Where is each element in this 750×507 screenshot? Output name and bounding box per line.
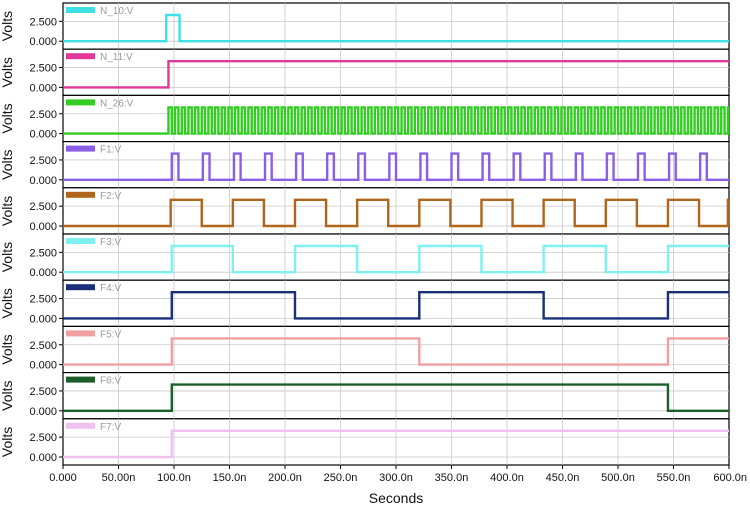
signal-trace: [63, 383, 729, 412]
legend-swatch: [66, 330, 95, 337]
y-tick-label: 0.000: [29, 129, 57, 141]
x-tick-label: 250.0n: [324, 472, 358, 484]
x-tick-label: 600.0n: [713, 472, 747, 484]
x-tick-label: 400.0n: [490, 472, 524, 484]
x-tick-label: 450.0n: [546, 472, 580, 484]
panel-8: 0.000 2.500 Volts F6:V: [0, 372, 730, 420]
legend-label: F7:V: [100, 422, 121, 433]
y-tick-label: 0.000: [29, 267, 57, 279]
legend-label: N_11:V: [100, 52, 133, 63]
y-tick-label: 2.500: [29, 63, 57, 75]
legend-label: F3:V: [100, 237, 121, 248]
y-tick-label: 2.500: [29, 386, 57, 398]
signal-trace: [63, 244, 729, 274]
x-tick-label: 550.0n: [657, 472, 691, 484]
y-axis-label: Volts: [0, 196, 15, 226]
signal-trace: [63, 429, 729, 459]
legend-swatch: [66, 145, 95, 152]
panel-9: 0.000 2.500 Volts F7:V: [0, 418, 730, 466]
legend-swatch: [66, 376, 95, 383]
y-tick-label: 0.000: [29, 360, 57, 372]
signal-trace: [63, 198, 730, 228]
legend-swatch: [66, 238, 95, 244]
y-tick-label: 0.000: [29, 221, 57, 233]
y-axis-label: Volts: [0, 150, 15, 180]
panel-2: 0.000 2.500 Volts N_26:V: [0, 94, 730, 143]
signal-trace: [63, 60, 729, 89]
y-tick-label: 2.500: [29, 432, 57, 444]
y-tick-label: 2.500: [29, 340, 57, 352]
y-tick-label: 2.500: [29, 247, 57, 259]
x-tick-label: 50.00n: [102, 472, 136, 484]
panel-0: 0.000 2.500 Volts N_10:V: [0, 2, 730, 50]
y-axis-label: Volts: [0, 381, 15, 411]
legend-label: F4:V: [100, 283, 121, 294]
x-tick-label: 200.0n: [268, 472, 302, 484]
legend-swatch: [66, 7, 95, 13]
legend-swatch: [66, 53, 95, 60]
legend-label: N_26:V: [100, 98, 134, 109]
legend-label: F1:V: [100, 145, 121, 156]
y-axis-label: Volts: [0, 427, 15, 457]
x-tick-label: 500.0n: [601, 472, 635, 484]
legend-swatch: [66, 284, 95, 291]
legend-swatch: [66, 191, 95, 198]
y-axis-label: Volts: [0, 11, 15, 41]
y-tick-label: 2.500: [29, 294, 57, 306]
x-tick-label: 100.0n: [157, 472, 191, 484]
panel-4: 0.000 2.500 Volts F2:V: [0, 187, 730, 235]
y-axis-label: Volts: [0, 334, 15, 364]
y-tick-label: 0.000: [29, 175, 57, 187]
legend-swatch: [66, 99, 95, 106]
x-tick-label: 350.0n: [435, 472, 469, 484]
panel-5: 0.000 2.500 Volts F3:V: [0, 233, 730, 281]
panel-1: 0.000 2.500 Volts N_11:V: [0, 48, 730, 97]
panel-7: 0.000 2.500 Volts F5:V: [0, 325, 730, 374]
legend-label: F6:V: [100, 376, 121, 387]
y-tick-label: 0.000: [29, 313, 57, 325]
y-tick-label: 0.000: [29, 452, 57, 464]
legend-label: N_10:V: [100, 6, 134, 17]
x-tick-label: 0.000: [49, 472, 77, 484]
y-tick-label: 0.000: [29, 36, 57, 48]
y-axis-label: Volts: [0, 242, 15, 272]
x-tick-label: 150.0n: [213, 472, 247, 484]
signal-trace: [63, 291, 729, 320]
y-tick-label: 2.500: [29, 155, 57, 167]
panel-3: 0.000 2.500 Volts F1:V: [0, 141, 730, 189]
y-tick-label: 2.500: [29, 109, 57, 121]
signal-trace: [63, 13, 729, 43]
legend-swatch: [66, 422, 95, 429]
y-tick-label: 2.500: [29, 201, 57, 213]
y-axis-label: Volts: [0, 103, 15, 133]
signal-trace: [63, 106, 730, 135]
x-axis-label: Seconds: [369, 490, 423, 506]
signal-trace: [63, 152, 729, 181]
y-tick-label: 0.000: [29, 406, 57, 418]
signal-trace: [63, 337, 729, 366]
x-tick-label: 300.0n: [379, 472, 413, 484]
legend-label: F2:V: [100, 191, 121, 202]
legend-label: F5:V: [100, 329, 121, 340]
panel-6: 0.000 2.500 Volts F4:V: [0, 279, 730, 328]
y-axis-label: Volts: [0, 288, 15, 318]
y-tick-label: 2.500: [29, 16, 57, 28]
y-axis-label: Volts: [0, 57, 15, 87]
y-tick-label: 0.000: [29, 82, 57, 94]
